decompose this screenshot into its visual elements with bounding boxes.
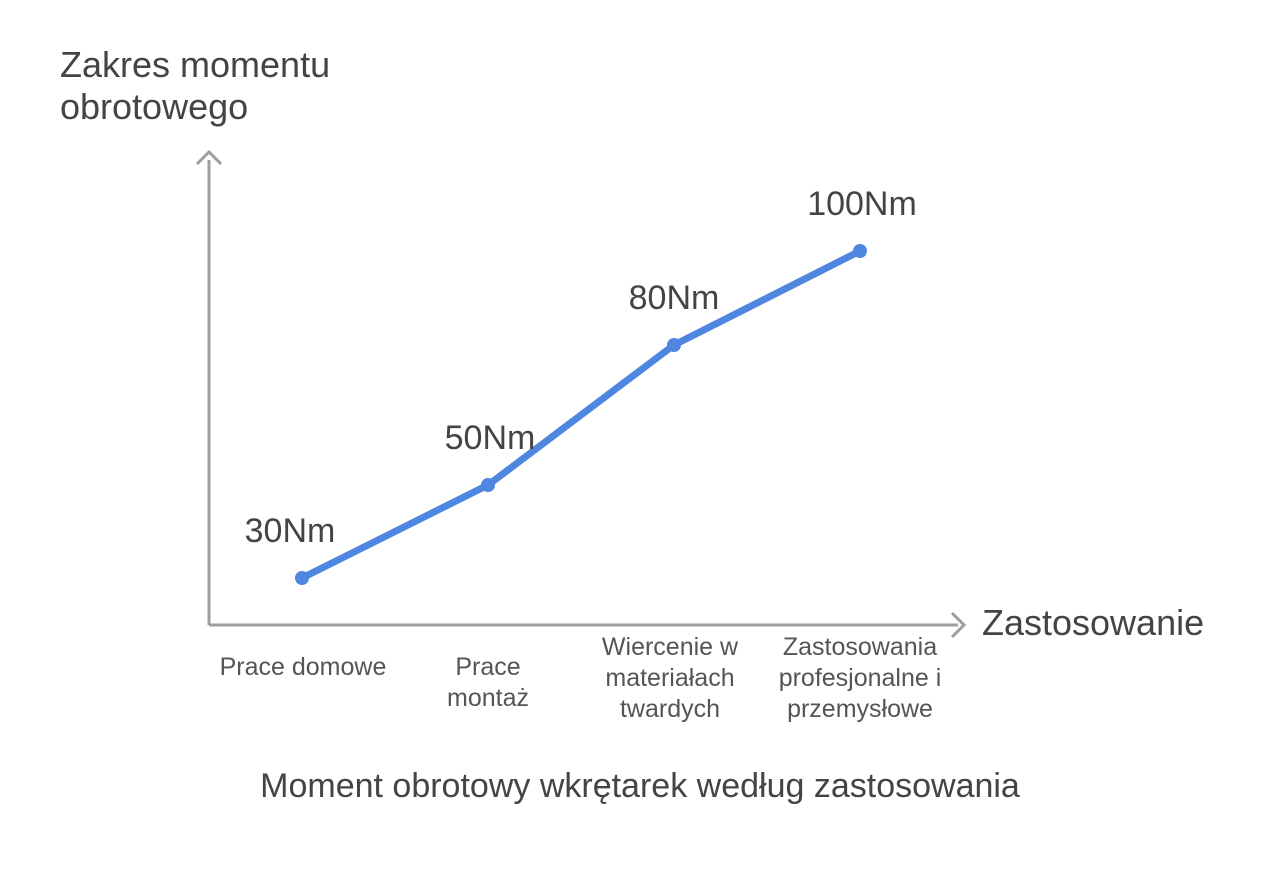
- data-point: [295, 571, 309, 585]
- x-axis-arrow: [950, 611, 967, 639]
- x-axis-title: Zastosowanie: [982, 602, 1205, 643]
- data-point: [481, 478, 495, 492]
- data-label: 50Nm: [444, 419, 536, 457]
- data-point: [667, 338, 681, 352]
- y-axis-arrow: [195, 149, 223, 166]
- data-label: 30Nm: [244, 512, 336, 550]
- chart-title: Moment obrotowy wkrętarek według zastoso…: [260, 767, 1020, 805]
- data-label: 100Nm: [807, 185, 917, 223]
- x-tick-label: Prace montaż: [447, 653, 529, 712]
- x-tick-label: Wiercenie w materiałach twardych: [601, 633, 739, 723]
- x-tick-label: Zastosowania profesjonalne i przemysłowe: [778, 633, 942, 723]
- data-point: [853, 244, 867, 258]
- series-line: [298, 247, 864, 582]
- data-label: 80Nm: [628, 279, 720, 317]
- x-tick-label: Prace domowe: [219, 653, 387, 681]
- y-axis-title: Zakres momentu obrotowego: [60, 44, 331, 127]
